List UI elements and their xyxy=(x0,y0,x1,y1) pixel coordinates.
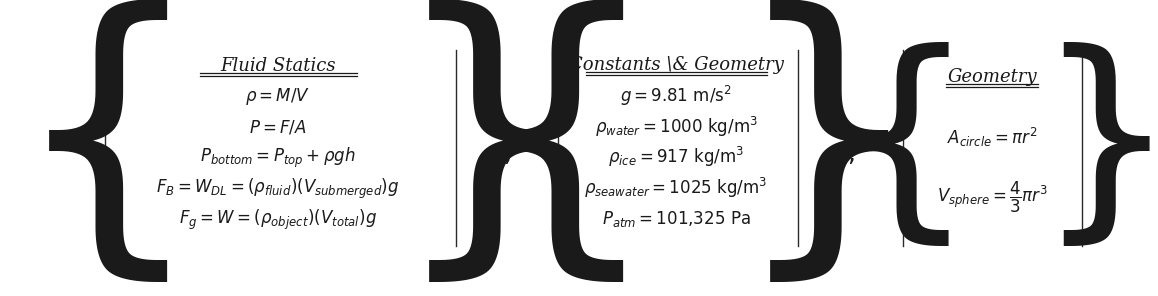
Text: $\rho = M/V$: $\rho = M/V$ xyxy=(245,86,310,107)
Text: $F_g = W = (\rho_{object})(V_{total})g$: $F_g = W = (\rho_{object})(V_{total})g$ xyxy=(179,208,378,232)
Text: $\rho_{ice} = 917\ \mathrm{kg/m}^3$: $\rho_{ice} = 917\ \mathrm{kg/m}^3$ xyxy=(608,145,745,169)
Text: $P = F/A$: $P = F/A$ xyxy=(249,118,307,136)
Text: $;$: $;$ xyxy=(846,143,855,166)
Text: $P_{bottom} = P_{top} + \rho gh$: $P_{bottom} = P_{top} + \rho gh$ xyxy=(200,146,356,170)
Text: $A_{circle} = \pi r^2$: $A_{circle} = \pi r^2$ xyxy=(947,126,1038,149)
Text: Fluid Statics: Fluid Statics xyxy=(220,57,336,75)
Text: Geometry: Geometry xyxy=(947,68,1036,86)
Text: $\}$: $\}$ xyxy=(390,0,548,296)
Text: $\rho_{seawater} = 1025\ \mathrm{kg/m}^3$: $\rho_{seawater} = 1025\ \mathrm{kg/m}^3… xyxy=(585,176,768,200)
Text: $\rho_{water} = 1000\ \mathrm{kg/m}^3$: $\rho_{water} = 1000\ \mathrm{kg/m}^3$ xyxy=(594,115,757,139)
Text: $P_{atm} = 101{,}325\ \mathrm{Pa}$: $P_{atm} = 101{,}325\ \mathrm{Pa}$ xyxy=(602,209,750,229)
Text: $\}$: $\}$ xyxy=(1035,40,1150,256)
Text: $F_B = W_{DL} = (\rho_{fluid})(V_{submerged})g$: $F_B = W_{DL} = (\rho_{fluid})(V_{submer… xyxy=(156,177,400,201)
Text: $g = 9.81\ \mathrm{m/s}^2$: $g = 9.81\ \mathrm{m/s}^2$ xyxy=(621,83,732,108)
Text: $\{$: $\{$ xyxy=(467,0,624,296)
Text: Constants \& Geometry: Constants \& Geometry xyxy=(569,56,784,74)
Text: $V_{sphere} = \dfrac{4}{3}\pi r^3$: $V_{sphere} = \dfrac{4}{3}\pi r^3$ xyxy=(937,180,1048,215)
Text: $;$: $;$ xyxy=(504,143,511,166)
Text: $\}$: $\}$ xyxy=(731,0,889,296)
Text: $\{$: $\{$ xyxy=(834,40,950,256)
Text: $\{$: $\{$ xyxy=(10,0,169,296)
